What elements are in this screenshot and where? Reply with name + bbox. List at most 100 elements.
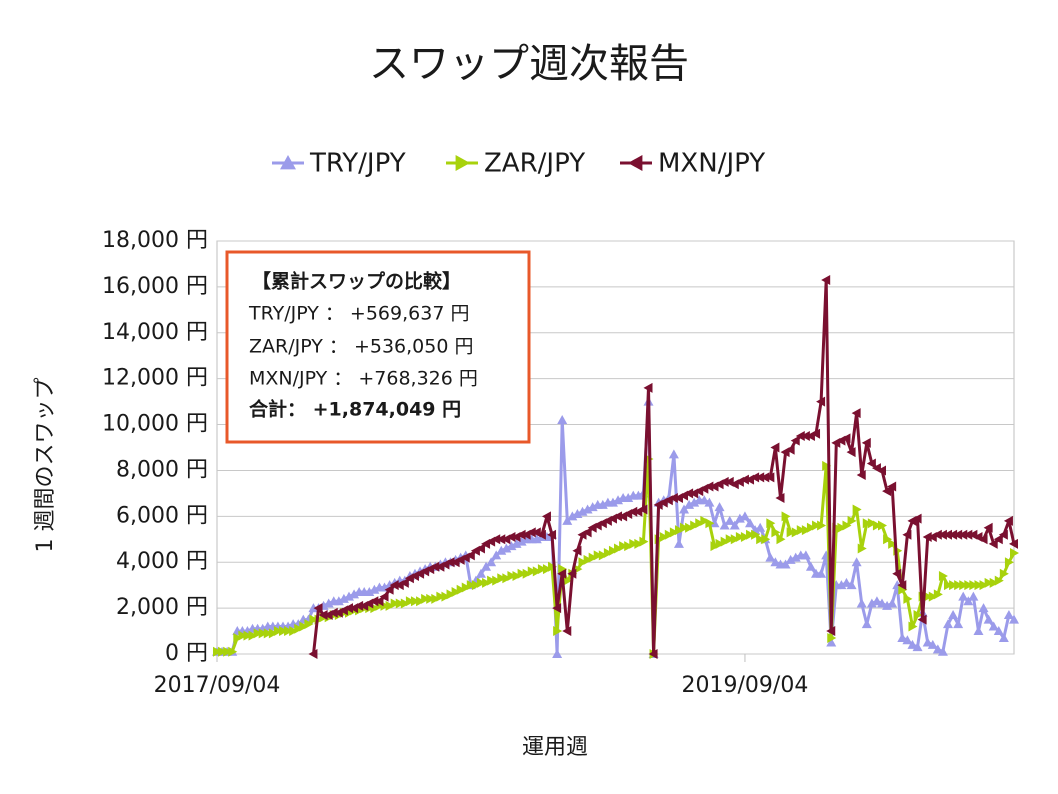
data-point (887, 598, 898, 608)
data-point (766, 518, 776, 529)
data-point (933, 589, 943, 600)
data-point (898, 584, 908, 595)
data-point (740, 531, 750, 542)
data-point (679, 504, 690, 514)
data-point (512, 570, 522, 581)
data-point (725, 534, 735, 545)
data-point (547, 529, 557, 540)
data-point (739, 474, 749, 485)
data-point (441, 591, 451, 602)
data-point (816, 396, 826, 407)
data-point (790, 435, 800, 446)
data-point (709, 518, 720, 528)
data-point (516, 536, 527, 546)
data-point (1009, 538, 1018, 549)
y-tick-label: 6,000 円 (116, 503, 208, 528)
legend-marker (628, 155, 643, 171)
data-point (506, 531, 516, 542)
data-point (634, 538, 644, 549)
data-point (436, 591, 446, 602)
data-point (861, 437, 871, 448)
data-point (333, 596, 344, 606)
data-point (577, 506, 588, 516)
data-point (399, 577, 409, 588)
annotation-line: 合計： +1,874,049 円 (249, 398, 461, 421)
data-point (938, 570, 948, 581)
data-point (928, 591, 938, 602)
data-point (775, 492, 785, 503)
data-point (1004, 557, 1014, 568)
data-point (502, 573, 512, 584)
data-point (755, 522, 766, 532)
data-point (724, 515, 735, 525)
data-point (243, 630, 253, 641)
data-point (817, 520, 827, 531)
data-point (953, 619, 964, 629)
data-point (964, 580, 974, 591)
data-point (603, 548, 613, 559)
data-point (633, 490, 644, 500)
data-point (715, 538, 725, 549)
data-point (837, 522, 847, 533)
data-point (284, 626, 294, 637)
data-point (431, 593, 441, 604)
data-point (983, 522, 993, 533)
data-point (536, 529, 546, 540)
data-point (705, 518, 715, 529)
data-point (648, 649, 658, 659)
data-point (369, 584, 380, 594)
data-point (516, 529, 526, 540)
data-point (978, 534, 988, 545)
data-point (466, 580, 476, 591)
data-point (944, 580, 954, 591)
data-point (456, 584, 466, 595)
data-point (734, 513, 745, 523)
data-point (770, 442, 780, 453)
data-point (948, 529, 958, 540)
data-point (958, 591, 969, 601)
data-point (856, 598, 867, 608)
data-point (354, 600, 364, 611)
data-point (720, 536, 730, 547)
data-point (958, 529, 968, 540)
data-point (582, 504, 593, 514)
data-point (912, 642, 923, 652)
data-point (978, 603, 989, 613)
data-point (582, 527, 592, 538)
data-point (562, 515, 573, 525)
data-point (998, 632, 1009, 642)
data-point (785, 444, 795, 455)
data-point (446, 589, 456, 600)
data-point (395, 598, 405, 609)
annotation-line: 【累計スワップの比較】 (252, 270, 461, 293)
data-point (791, 527, 801, 538)
data-point (887, 481, 897, 492)
data-point (1009, 614, 1019, 624)
annotation-box (225, 250, 531, 444)
x-axis-title: 運用週 (522, 735, 588, 760)
data-point (811, 428, 821, 439)
data-point (664, 529, 674, 540)
data-point (323, 598, 334, 608)
data-point (851, 557, 862, 567)
data-point (496, 545, 507, 555)
data-point (218, 646, 228, 657)
data-point (400, 598, 410, 609)
data-point (273, 626, 283, 637)
data-point (699, 495, 710, 505)
data-point (628, 506, 638, 517)
data-point (812, 520, 822, 531)
data-point (548, 561, 558, 572)
data-point (624, 541, 634, 552)
data-point (841, 577, 852, 587)
data-point (937, 529, 947, 540)
data-point (872, 520, 882, 531)
data-point (765, 472, 775, 483)
data-point (451, 587, 461, 598)
data-point (531, 534, 542, 544)
data-point (923, 591, 933, 602)
data-point (501, 543, 512, 553)
data-point (491, 550, 502, 560)
data-point (821, 275, 831, 286)
data-point (379, 591, 389, 602)
